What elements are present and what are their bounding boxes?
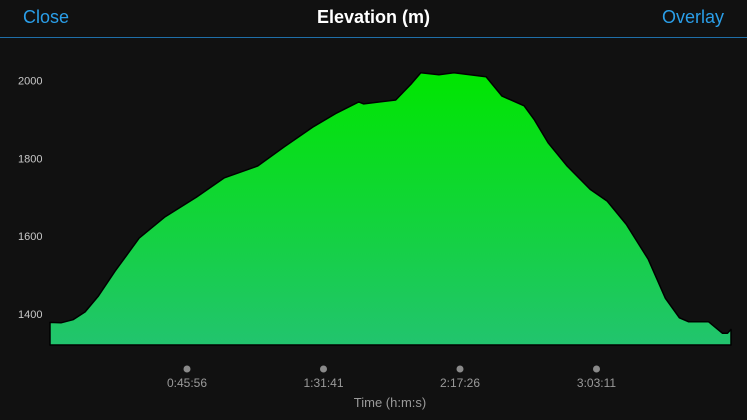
y-tick-label: 1400 xyxy=(18,309,42,321)
x-tick-label: 3:03:11 xyxy=(577,376,616,390)
plot-area xyxy=(49,72,732,346)
x-tick-label: 0:45:56 xyxy=(167,376,207,390)
close-button[interactable]: Close xyxy=(23,7,70,27)
x-axis-label: Time (h:m:s) xyxy=(354,395,426,410)
navigation-bar: Close Elevation (m) Overlay xyxy=(0,0,747,38)
y-tick-label: 1800 xyxy=(18,153,42,165)
elevation-area xyxy=(49,72,732,346)
x-tick-label: 1:31:41 xyxy=(303,376,343,390)
x-axis: 0:45:56 1:31:41 2:17:26 3:03:11 xyxy=(167,365,616,390)
page-title: Elevation (m) xyxy=(316,7,431,27)
y-tick-label: 1600 xyxy=(18,231,42,243)
overlay-button[interactable]: Overlay xyxy=(661,7,724,27)
x-tick-marker xyxy=(320,365,327,373)
y-axis: 1400 1600 1800 2000 xyxy=(18,76,42,321)
x-tick-marker xyxy=(593,365,600,373)
x-tick-label: 2:17:26 xyxy=(440,376,480,390)
x-tick-marker xyxy=(183,365,191,373)
x-tick-marker xyxy=(456,365,464,373)
y-tick-label: 2000 xyxy=(18,76,42,88)
